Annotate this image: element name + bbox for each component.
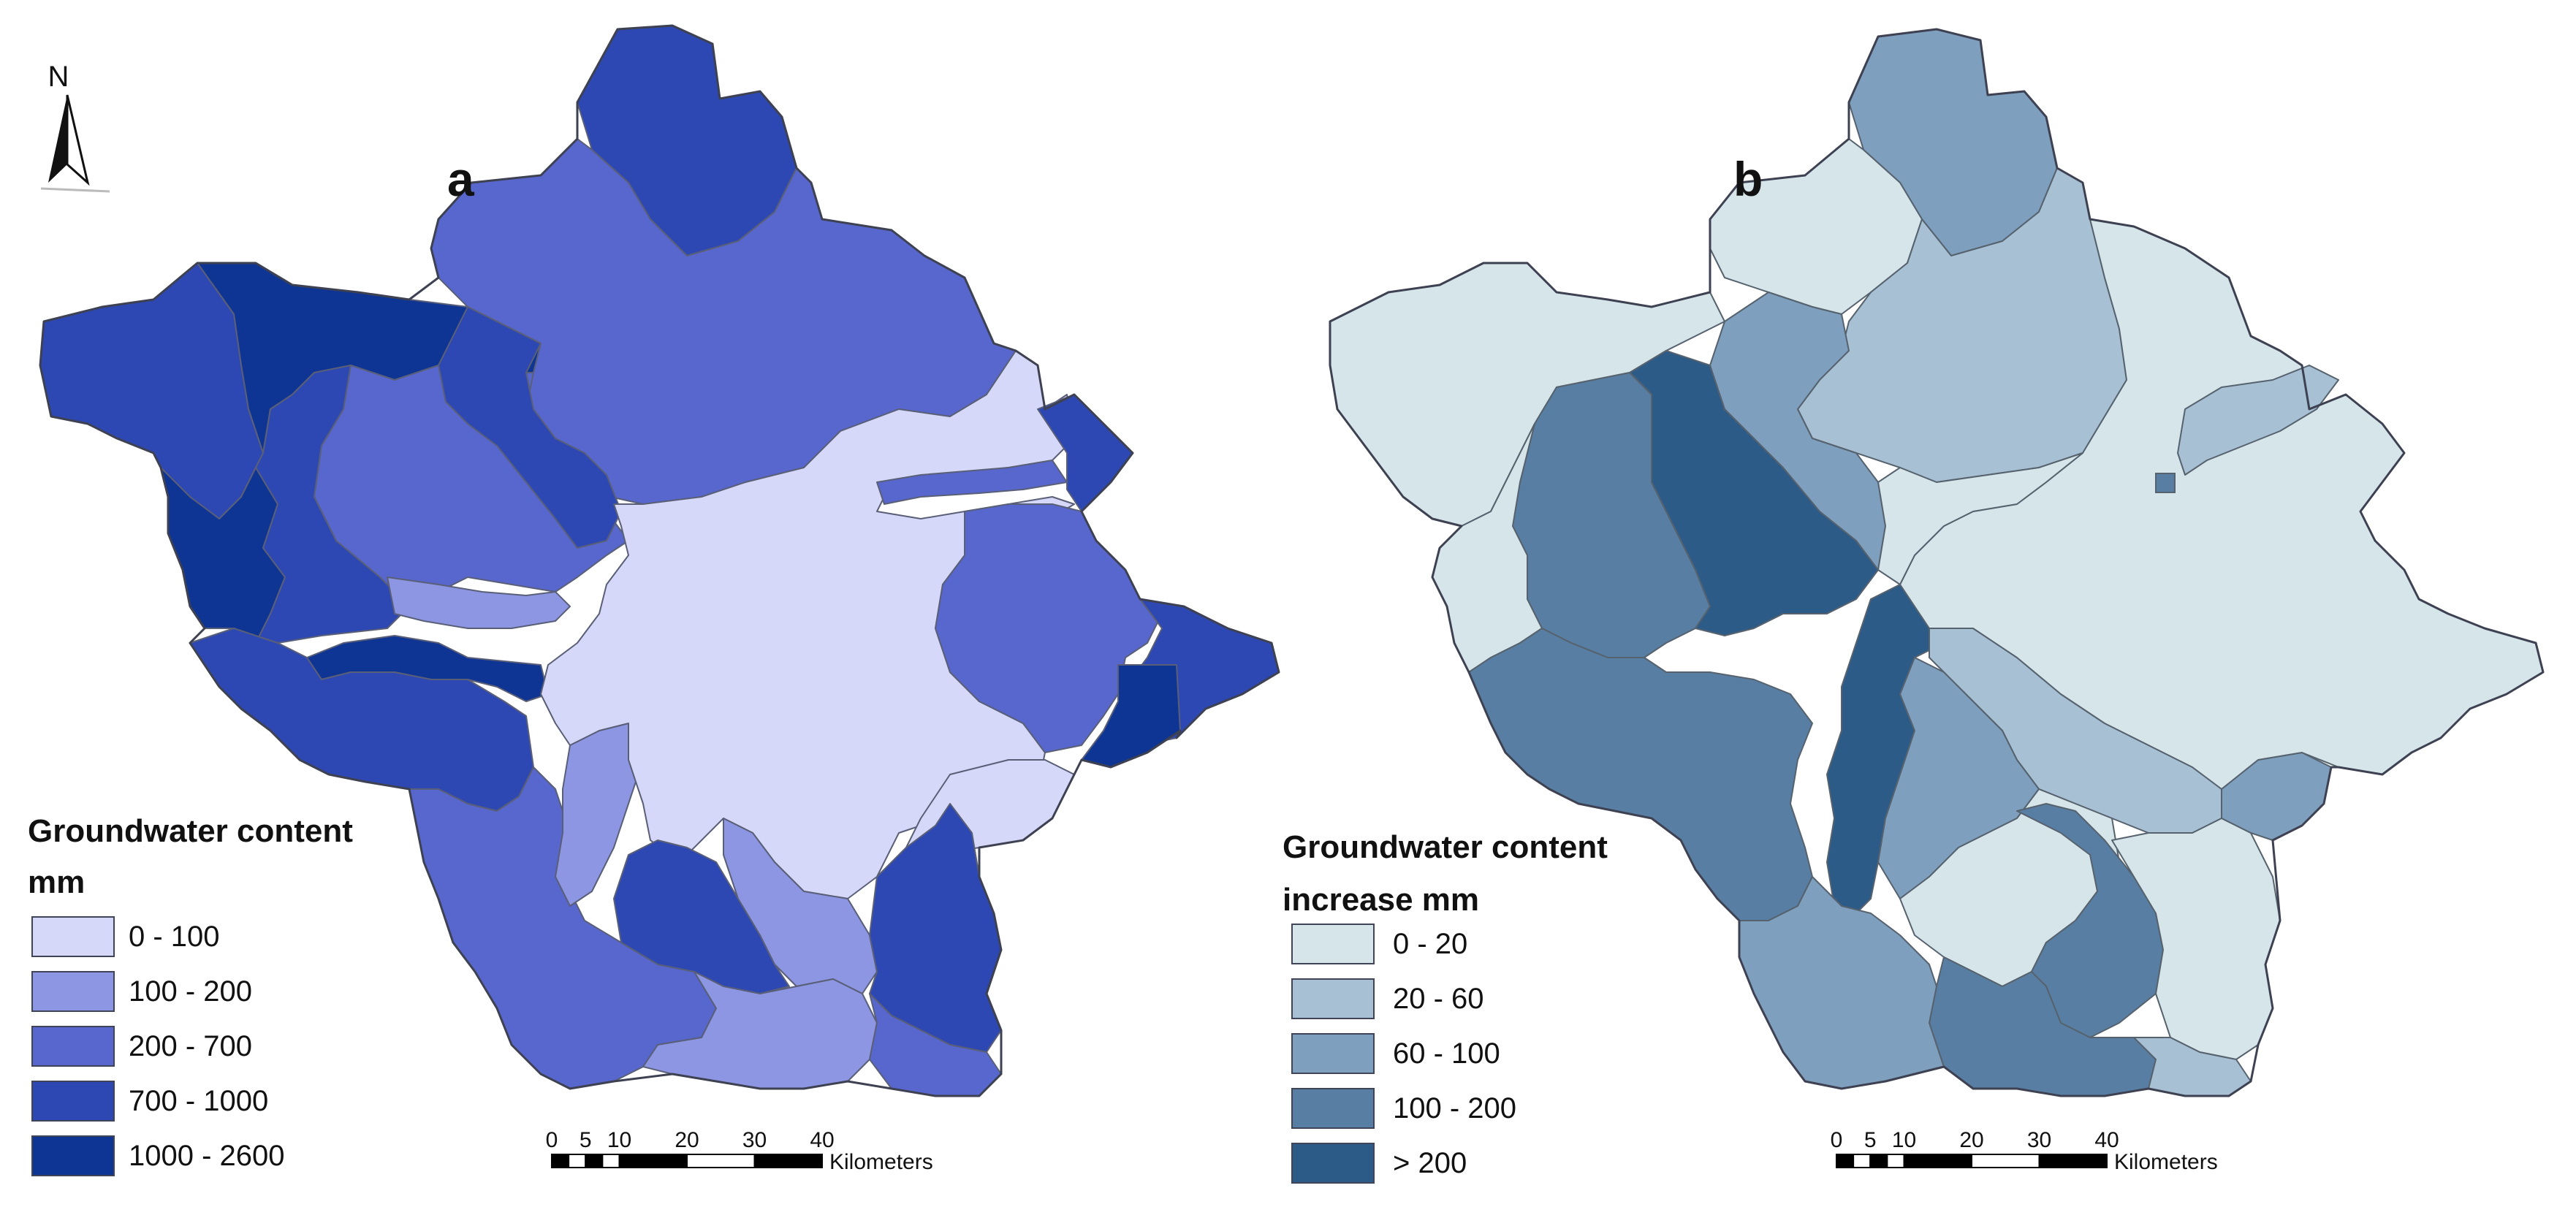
legend-swatch [1291, 978, 1375, 1019]
legend-swatch [31, 1026, 115, 1067]
scale-segment [1971, 1154, 2040, 1168]
legend-a-title-line2: mm [28, 864, 85, 900]
legend-label: 60 - 100 [1393, 1037, 1500, 1070]
region-a-ne-strip [876, 460, 1068, 505]
scale-segment [2038, 1154, 2108, 1168]
scale-segment [601, 1154, 620, 1168]
legend-a-items: 0 - 100 100 - 200 200 - 700 700 - 1000 1000 … [31, 916, 285, 1176]
north-label: N [48, 61, 69, 93]
legend-a: Groundwater content mm 0 - 100 100 - 200 2… [28, 813, 353, 1176]
scale-segment [551, 1154, 570, 1168]
scale-tick-label: 30 [2027, 1128, 2051, 1152]
basin-outline-b [1329, 28, 2545, 1097]
north-arrow-right-half [66, 94, 90, 186]
scale-segment [1903, 1154, 1972, 1168]
scale-tick-label: 5 [580, 1128, 592, 1152]
legend-label: 100 - 200 [129, 975, 252, 1008]
legend-b-title-line1: Groundwater content [1283, 829, 1608, 865]
legend-swatch [1291, 1088, 1375, 1129]
region-b-ne-dot [2155, 473, 2176, 493]
north-arrow: N [40, 61, 110, 193]
scale-segment [585, 1154, 604, 1168]
scale-tick-label: 20 [675, 1128, 699, 1152]
legend-b: Groundwater content increase mm 0 - 20 20… [1283, 829, 1608, 1184]
scale-tick-label: 30 [742, 1128, 767, 1152]
legend-label: 0 - 100 [129, 921, 220, 953]
scale-tick-label: 40 [2094, 1128, 2119, 1152]
regions-b [1329, 28, 2544, 1097]
legend-label: 20 - 60 [1393, 983, 1484, 1015]
scale-segment [1869, 1154, 1888, 1168]
region-a-north-chunk [438, 306, 622, 549]
region-b-ne-strip [2177, 365, 2339, 476]
scale-tick-label: 5 [1864, 1128, 1877, 1152]
scale-segment [618, 1154, 688, 1168]
scale-tick-label: 0 [546, 1128, 558, 1152]
scale-segment [753, 1154, 823, 1168]
region-b-central [1709, 292, 1886, 571]
legend-swatch [31, 1081, 115, 1122]
legend-a-title-line1: Groundwater content [28, 813, 353, 849]
legend-swatch [1291, 924, 1375, 964]
legend-b-items: 0 - 20 20 - 60 60 - 100 100 - 200 > 200 [1291, 924, 1516, 1184]
legend-swatch [31, 916, 115, 957]
scale-segment [568, 1154, 587, 1168]
legend-swatch [31, 1135, 115, 1176]
legend-label: 1000 - 2600 [129, 1140, 285, 1172]
basin-outline-a [39, 24, 1280, 1097]
legend-swatch [31, 971, 115, 1012]
legend-b-title-line2: increase mm [1283, 882, 1479, 918]
region-a-south-central-dark [613, 839, 790, 994]
legend-label: 700 - 1000 [129, 1085, 268, 1117]
scale-segment [1886, 1154, 1905, 1168]
scale-tick-label: 10 [1892, 1128, 1916, 1152]
scale-tick-label: 40 [810, 1128, 834, 1152]
scale-segment [686, 1154, 756, 1168]
scale-tick-label: 10 [607, 1128, 631, 1152]
scale-unit: Kilometers [829, 1150, 933, 1174]
scale-segment [1836, 1154, 1855, 1168]
legend-swatch [1291, 1033, 1375, 1074]
scale-tick-label: 0 [1831, 1128, 1843, 1152]
regions-a [39, 25, 1280, 1097]
legend-label: 200 - 700 [129, 1030, 252, 1062]
legend-swatch [1291, 1143, 1375, 1184]
panel-letter-a: a [447, 152, 475, 206]
map-panel-a: a Groundwater content mm 0 - 100 100 - 20… [28, 24, 1280, 1176]
region-a-light-strip [387, 576, 571, 629]
region-b-sw [1468, 628, 1813, 921]
region-b-central-pale [1877, 452, 2083, 585]
legend-label: 0 - 20 [1393, 928, 1467, 960]
north-arrow-left-half [48, 95, 67, 183]
legend-label: > 200 [1393, 1147, 1467, 1179]
scale-unit: Kilometers [2114, 1150, 2218, 1174]
scale-tick-label: 20 [1959, 1128, 1983, 1152]
panel-letter-b: b [1733, 152, 1763, 206]
legend-label: 100 - 200 [1393, 1092, 1516, 1124]
scale-segment [1853, 1154, 1872, 1168]
map-panel-b: b Groundwater content increase mm 0 - 20… [1283, 28, 2545, 1184]
